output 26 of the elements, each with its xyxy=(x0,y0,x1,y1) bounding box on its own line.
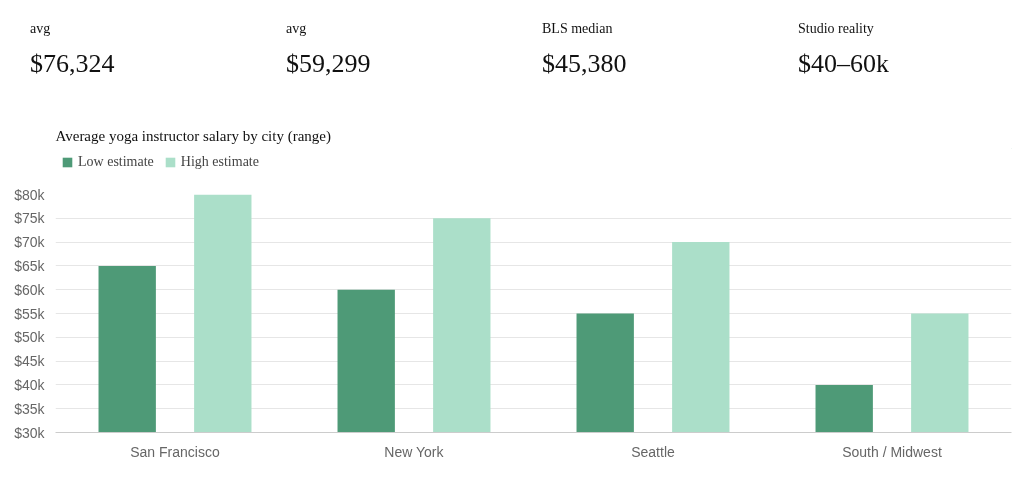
x-tick-label: Seattle xyxy=(631,443,676,460)
y-tick-label: $40k xyxy=(14,376,46,393)
x-tick-label: San Francisco xyxy=(130,443,220,460)
y-tick-label: $35k xyxy=(14,400,46,417)
text: $59,299 xyxy=(286,48,372,80)
text: $40–60k xyxy=(798,48,890,80)
text: $45,380 xyxy=(542,48,628,80)
x-tick-label: New York xyxy=(384,443,445,460)
text: Studio reality xyxy=(798,20,875,38)
y-tick-label: $75k xyxy=(14,210,46,227)
x-tick-label: South / Midwest xyxy=(842,443,942,460)
y-tick-label: $30k xyxy=(14,424,46,441)
text: avg xyxy=(286,20,308,38)
text: $76,324 xyxy=(30,48,116,80)
text: BLS median xyxy=(542,20,614,38)
y-tick-label: $50k xyxy=(14,329,46,346)
y-tick-label: $55k xyxy=(14,305,46,322)
y-tick-label: $60k xyxy=(14,281,46,298)
y-tick-label: $80k xyxy=(14,186,46,203)
y-tick-label: $70k xyxy=(14,234,46,251)
y-tick-label: $65k xyxy=(14,257,46,274)
chart-title: Average yoga instructor salary by city (range) xyxy=(55,127,331,145)
legend-label: Low estimate xyxy=(78,154,154,170)
y-tick-label: $45k xyxy=(14,353,46,370)
text: avg xyxy=(30,20,52,38)
legend-label: High estimate xyxy=(180,154,259,170)
